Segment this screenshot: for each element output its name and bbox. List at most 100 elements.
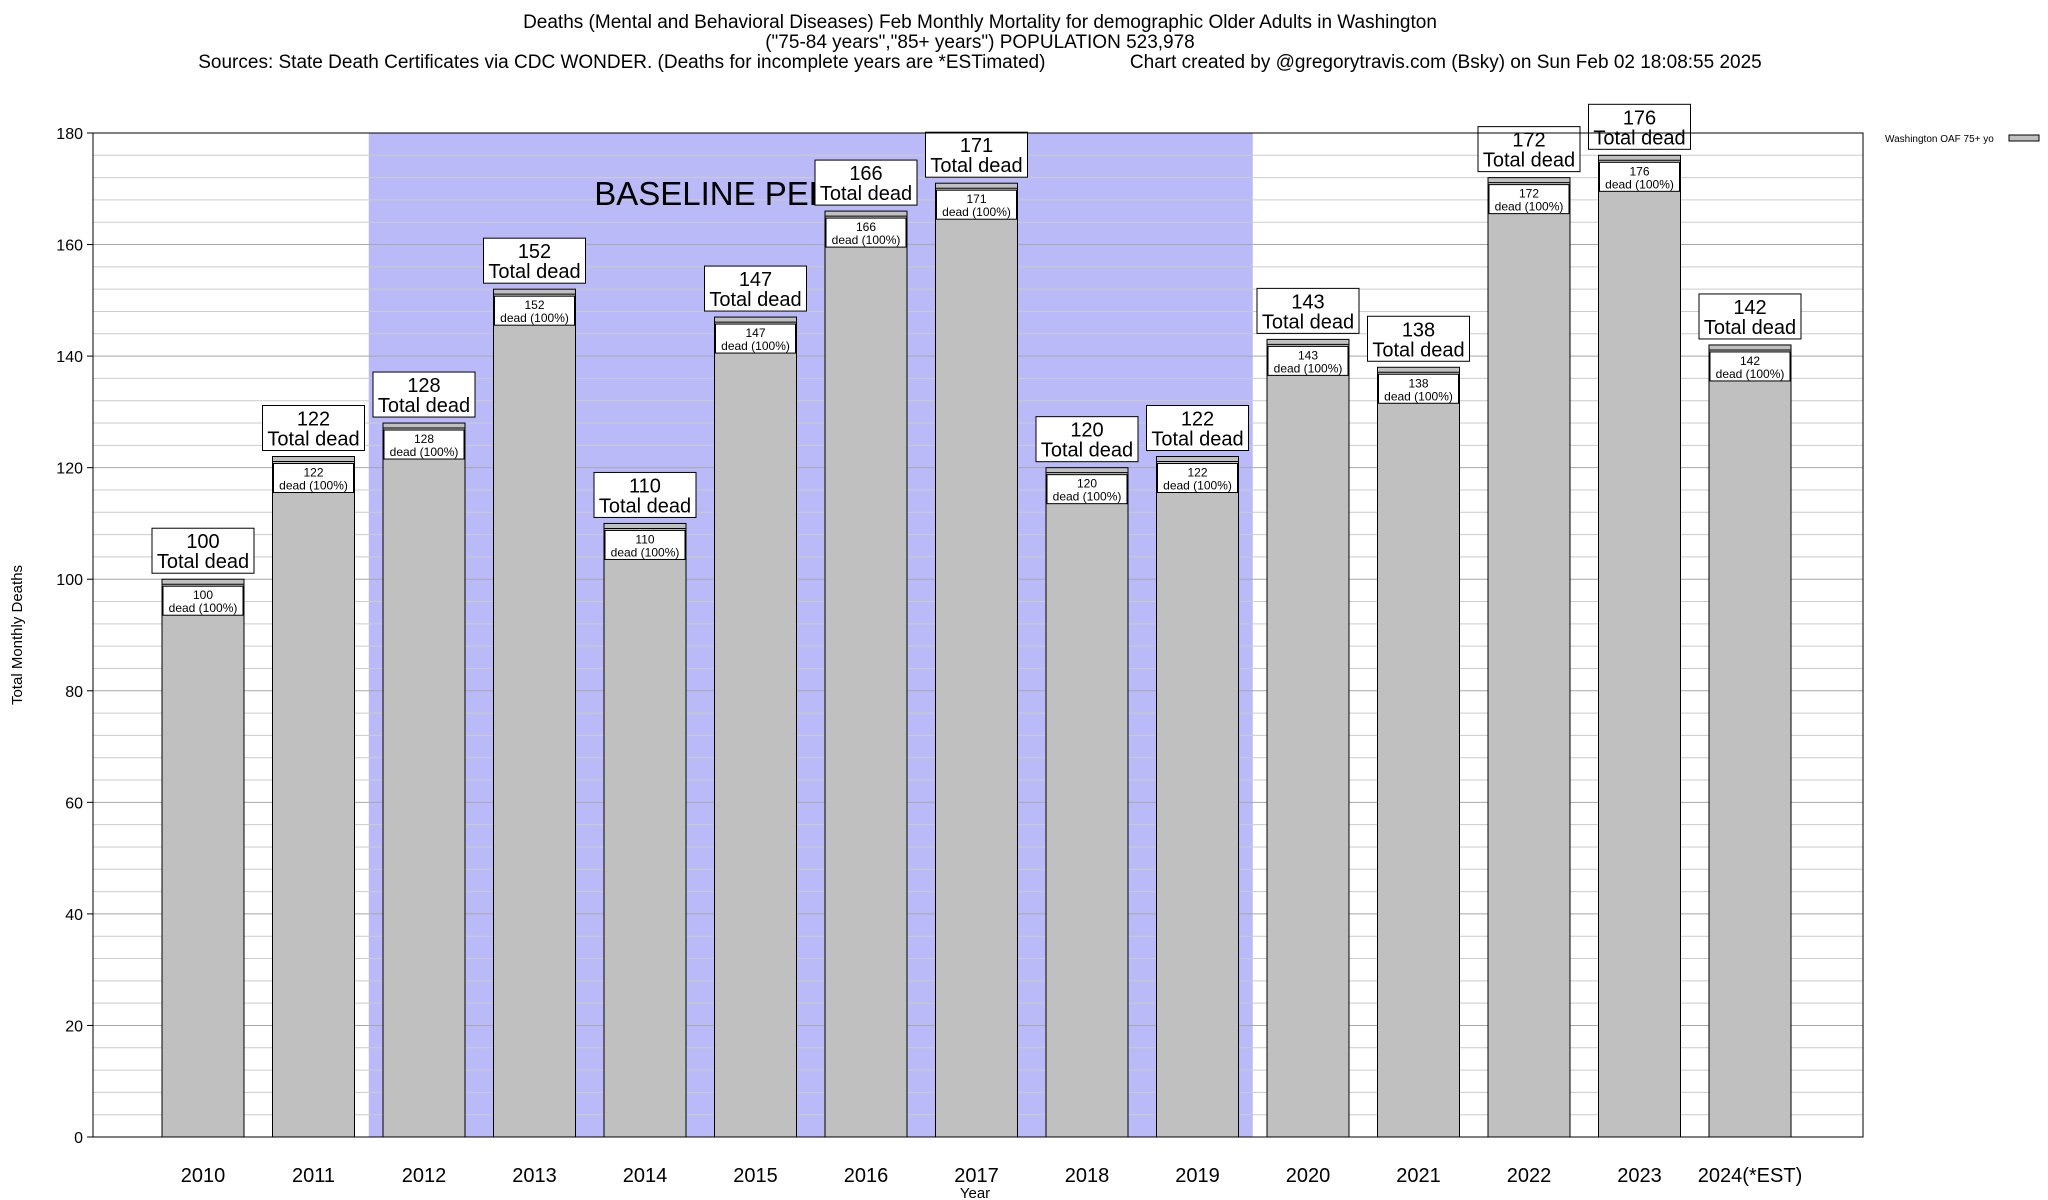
inner-label-box — [1599, 161, 1680, 192]
inner-label-text: dead (100%) — [1274, 361, 1343, 375]
inner-label-value: 110 — [635, 532, 654, 546]
inner-label-value: 171 — [966, 192, 986, 206]
x-axis-label: Year — [960, 1185, 990, 1200]
x-tick-label: 2016 — [844, 1165, 889, 1187]
total-label-text: Total dead — [267, 429, 359, 451]
total-label-value: 122 — [1181, 409, 1214, 431]
inner-label-value: 128 — [414, 432, 434, 446]
y-tick-label: 0 — [74, 1130, 83, 1147]
x-tick-label: 2021 — [1396, 1165, 1441, 1187]
total-label-text: Total dead — [1151, 429, 1243, 451]
total-label-box — [1035, 416, 1139, 463]
total-label-text: Total dead — [820, 183, 912, 205]
total-label-box — [1477, 126, 1581, 173]
x-tick-label: 2018 — [1065, 1165, 1110, 1187]
inner-label-text: dead (100%) — [1716, 367, 1785, 381]
inner-label-box — [1046, 474, 1128, 505]
total-label-value: 142 — [1733, 297, 1766, 319]
x-tick-label: 2011 — [292, 1165, 335, 1187]
inner-label-value: 143 — [1298, 348, 1318, 362]
total-label-text: Total dead — [599, 495, 691, 517]
total-label-box — [372, 371, 476, 418]
inner-label-value: 166 — [856, 220, 876, 234]
inner-label-box — [162, 585, 244, 616]
inner-label-value: 122 — [1187, 466, 1207, 480]
total-label-value: 172 — [1512, 130, 1545, 152]
total-label-value: 152 — [518, 241, 551, 263]
inner-label-value: 152 — [524, 298, 544, 312]
inner-label-box — [494, 295, 575, 326]
bar — [1156, 456, 1239, 1138]
total-label-text: Total dead — [1372, 339, 1464, 361]
total-label-box — [593, 471, 697, 518]
total-label-text: Total dead — [378, 395, 470, 417]
total-label-text: Total dead — [1041, 440, 1133, 462]
y-axis-label: Total Monthly Deaths — [9, 565, 26, 705]
bar — [382, 422, 466, 1138]
inner-label-text: dead (100%) — [1605, 177, 1674, 191]
bar — [161, 578, 245, 1138]
bar — [493, 288, 576, 1138]
bar — [603, 522, 687, 1138]
total-label-text: Total dead — [488, 261, 580, 283]
total-label-box — [1698, 293, 1802, 340]
bar — [824, 210, 908, 1138]
total-label-box — [483, 237, 586, 284]
inner-label-text: dead (100%) — [279, 479, 348, 493]
plot-frame — [92, 132, 1864, 1138]
total-label-box — [1367, 315, 1470, 362]
x-tick-label: 2017 — [954, 1165, 999, 1187]
inner-label-text: dead (100%) — [942, 205, 1011, 219]
inner-label-text: dead (100%) — [721, 339, 790, 353]
bar — [1487, 177, 1571, 1138]
chart-title: Deaths (Mental and Behavioral Diseases) … — [523, 12, 1437, 33]
bar — [1266, 338, 1350, 1138]
x-tick-label: 2014 — [623, 1165, 668, 1187]
chart-sources: Sources: State Death Certificates via CD… — [198, 52, 1762, 73]
inner-label-text: dead (100%) — [169, 601, 238, 615]
total-label-text: Total dead — [1483, 150, 1575, 172]
inner-label-box — [1267, 345, 1349, 376]
x-tick-label: 2013 — [512, 1165, 557, 1187]
x-tick-label: 2022 — [1507, 1165, 1552, 1187]
total-label-value: 100 — [186, 531, 219, 553]
x-tick-label: 2024(*EST) — [1698, 1165, 1803, 1187]
inner-label-box — [604, 529, 686, 560]
x-tick-label: 2020 — [1286, 1165, 1331, 1187]
inner-label-box — [715, 323, 796, 354]
inner-label-box — [825, 217, 907, 248]
bar — [1708, 344, 1792, 1138]
x-tick-label: 2023 — [1617, 1165, 1662, 1187]
inner-label-text: dead (100%) — [1053, 490, 1122, 504]
y-tick-label: 140 — [56, 349, 83, 366]
inner-label-box — [1709, 351, 1791, 382]
y-tick-label: 20 — [65, 1018, 83, 1035]
total-label-text: Total dead — [930, 155, 1022, 177]
bar — [1598, 154, 1681, 1138]
y-tick-label: 120 — [56, 461, 83, 478]
x-tick-label: 2012 — [402, 1165, 447, 1187]
inner-label-value: 120 — [1077, 477, 1097, 491]
total-label-text: Total dead — [1704, 317, 1796, 339]
total-label-box — [1588, 103, 1691, 150]
inner-label-box — [273, 463, 354, 494]
inner-label-value: 138 — [1408, 376, 1428, 390]
inner-label-text: dead (100%) — [1495, 200, 1564, 214]
total-label-box — [262, 405, 365, 452]
y-tick-label: 40 — [65, 907, 83, 924]
bar — [714, 316, 797, 1138]
total-label-box — [1256, 287, 1360, 334]
total-label-box — [151, 527, 255, 574]
legend-swatch — [2008, 134, 2040, 142]
inner-label-text: dead (100%) — [832, 233, 901, 247]
x-tick-label: 2010 — [181, 1165, 226, 1187]
inner-label-value: 176 — [1629, 164, 1649, 178]
inner-label-value: 172 — [1519, 187, 1539, 201]
total-label-value: 166 — [849, 163, 882, 185]
inner-label-box — [1157, 463, 1238, 494]
total-label-value: 143 — [1291, 291, 1324, 313]
inner-label-box — [383, 429, 465, 460]
total-label-text: Total dead — [157, 551, 249, 573]
inner-label-text: dead (100%) — [390, 445, 459, 459]
